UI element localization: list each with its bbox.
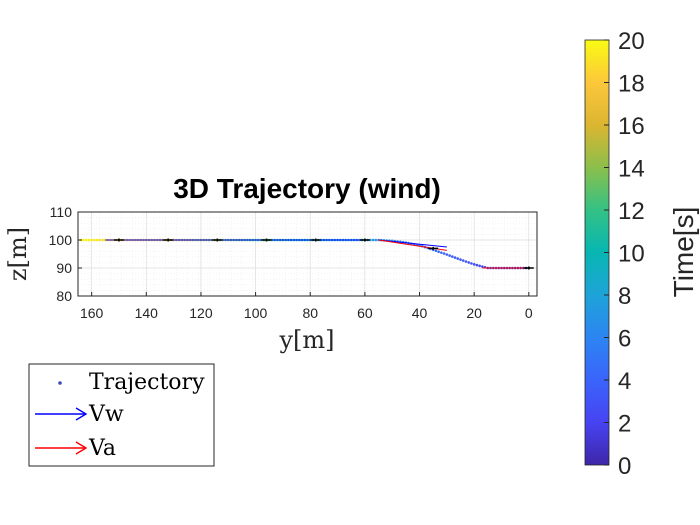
trajectory-point bbox=[434, 249, 438, 253]
trajectory-point bbox=[95, 238, 99, 242]
trajectory-point bbox=[90, 238, 93, 242]
trajectory-point bbox=[472, 263, 476, 266]
vw-arrow bbox=[378, 239, 447, 248]
trajectory-point bbox=[93, 238, 96, 242]
colorbar-tick-label: 14 bbox=[618, 156, 645, 183]
trajectory-point bbox=[456, 257, 460, 260]
colorbar-tick-label: 16 bbox=[618, 113, 645, 140]
trajectory-point bbox=[442, 252, 446, 255]
y-tick-label: 80 bbox=[56, 288, 72, 304]
plot-axes: 160 140 120 100 80 60 40 20 0 110 100 90 80 bbox=[49, 204, 538, 321]
colorbar-tick-label: 10 bbox=[618, 241, 645, 268]
x-tick-label: 140 bbox=[135, 305, 159, 321]
plot-frame bbox=[77, 211, 538, 297]
trajectory-point bbox=[461, 259, 465, 262]
colorbar-tick-label: 8 bbox=[618, 283, 631, 310]
x-tick-label: 100 bbox=[244, 305, 268, 321]
trajectory-point bbox=[464, 260, 468, 263]
minor-grid bbox=[77, 211, 538, 297]
x-ticks: 160 140 120 100 80 60 40 20 0 bbox=[80, 292, 533, 321]
trajectory-point bbox=[374, 238, 378, 242]
legend-vw-arrowhead bbox=[75, 407, 88, 421]
colorbar-label: Time[s] bbox=[668, 207, 699, 298]
aircraft-markers bbox=[113, 238, 534, 270]
legend-vw-label: Vw bbox=[88, 402, 124, 427]
legend-trajectory-swatch bbox=[58, 381, 62, 385]
colorbar-tick-label: 12 bbox=[618, 198, 645, 225]
trajectory-point bbox=[84, 238, 88, 242]
trajectory-point bbox=[475, 263, 479, 267]
colorbar: 0 2 4 6 8 10 12 14 16 18 20 Time[s] bbox=[584, 28, 699, 480]
colorbar-tick-label: 4 bbox=[618, 368, 631, 395]
colorbar-tick-label: 20 bbox=[618, 28, 645, 55]
trajectory-point bbox=[459, 258, 462, 261]
y-tick-label: 90 bbox=[56, 260, 72, 276]
legend-box bbox=[28, 363, 215, 467]
y-ticks: 110 100 90 80 bbox=[49, 204, 82, 304]
x-tick-label: 60 bbox=[357, 305, 373, 321]
y-tick-label: 110 bbox=[50, 204, 73, 220]
trajectory-point bbox=[478, 264, 481, 268]
colorbar-tick-label: 18 bbox=[618, 71, 645, 98]
x-tick-label: 80 bbox=[302, 305, 318, 321]
legend: Trajectory Vw Va bbox=[28, 363, 215, 467]
x-tick-label: 0 bbox=[525, 305, 533, 321]
trajectory-point bbox=[470, 262, 473, 265]
trajectory-point bbox=[371, 238, 375, 242]
trajectory-point bbox=[440, 251, 443, 254]
trajectory-point bbox=[453, 256, 457, 259]
legend-trajectory-label: Trajectory bbox=[89, 370, 205, 395]
y-tick-label: 100 bbox=[49, 232, 73, 248]
x-tick-label: 40 bbox=[412, 305, 428, 321]
trajectory-point bbox=[437, 250, 440, 254]
trajectory-point bbox=[98, 238, 102, 242]
x-tick-label: 120 bbox=[189, 305, 213, 321]
trajectory-point bbox=[87, 238, 91, 242]
y-axis-label: z[m] bbox=[4, 227, 32, 281]
trajectory-point bbox=[448, 254, 451, 257]
trajectory-point bbox=[82, 238, 85, 242]
legend-va-arrowhead bbox=[75, 441, 88, 455]
colorbar-ticks: 0 2 4 6 8 10 12 14 16 18 20 bbox=[604, 28, 645, 480]
x-tick-label: 20 bbox=[466, 305, 482, 321]
trajectory-point bbox=[101, 238, 104, 242]
colorbar-tick-label: 6 bbox=[618, 326, 631, 353]
colorbar-tick-label: 0 bbox=[618, 453, 631, 480]
trajectory-point bbox=[481, 265, 484, 268]
trajectory-point bbox=[467, 261, 470, 264]
trajectory-point bbox=[445, 253, 449, 256]
x-axis-label: y[m] bbox=[278, 326, 334, 354]
colorbar-tick-label: 2 bbox=[618, 411, 631, 438]
chart-title: 3D Trajectory (wind) bbox=[173, 173, 441, 204]
legend-va-label: Va bbox=[88, 436, 116, 461]
x-tick-label: 160 bbox=[80, 305, 104, 321]
trajectory-point bbox=[451, 255, 454, 258]
